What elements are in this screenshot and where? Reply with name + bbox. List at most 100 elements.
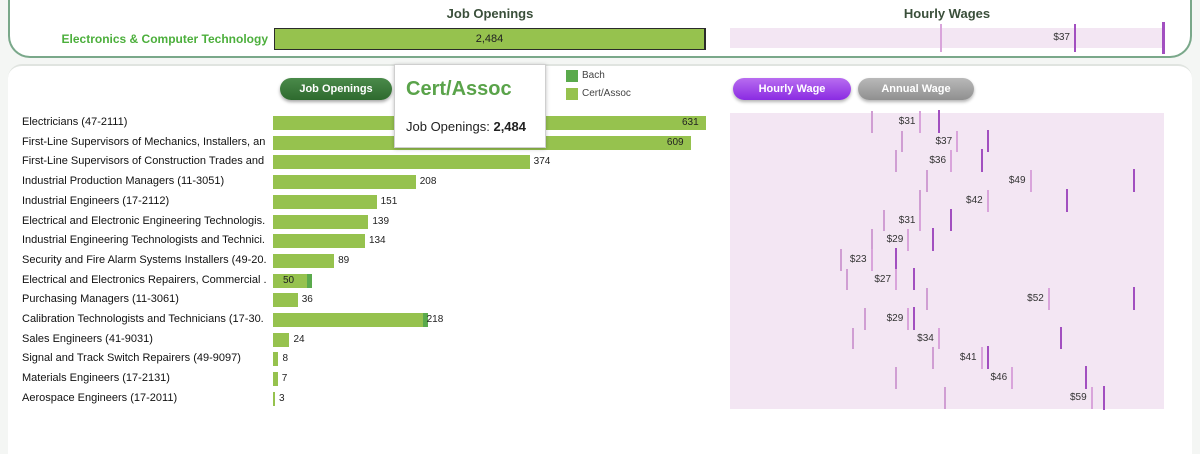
wage-median-tick xyxy=(870,249,873,271)
wage-median-tick xyxy=(1029,170,1032,192)
wage-median-tick xyxy=(937,328,940,350)
wage-median-tick xyxy=(1047,288,1050,310)
occupation-label: Purchasing Managers (11-3061) xyxy=(22,293,179,305)
summary-openings-value: 2,484 xyxy=(475,33,504,45)
summary-wage-label: $37 xyxy=(1053,32,1070,43)
openings-bach-bar[interactable] xyxy=(307,274,313,288)
openings-bar[interactable] xyxy=(273,155,530,169)
job-openings-header: Job Openings xyxy=(446,6,534,21)
legend-bach-label: Bach xyxy=(582,70,605,81)
wage-low-tick xyxy=(925,288,928,310)
openings-value-label: 609 xyxy=(666,137,684,148)
openings-bar[interactable] xyxy=(273,195,377,209)
wage-track xyxy=(730,231,1164,251)
wage-median-label: $31 xyxy=(898,116,916,127)
summary-wage-high-tick xyxy=(1162,22,1165,54)
occupation-label: Industrial Engineers (17-2112) xyxy=(22,195,170,207)
wage-median-tick xyxy=(907,229,910,251)
wage-low-tick xyxy=(931,347,934,369)
occupation-label: Industrial Production Managers (11-3051) xyxy=(22,175,225,187)
openings-bar[interactable] xyxy=(273,274,308,288)
occupation-label: Electricians (47-2111) xyxy=(22,116,128,128)
wage-median-label: $59 xyxy=(1069,392,1087,403)
occupation-label: Security and Fire Alarm Systems Installe… xyxy=(22,254,267,266)
job-openings-button[interactable]: Job Openings xyxy=(280,78,392,100)
openings-bar[interactable] xyxy=(273,254,335,268)
occupation-label: Industrial Engineering Technologists and… xyxy=(22,234,265,246)
occupation-label: Electrical and Electronics Repairers, Co… xyxy=(22,274,267,286)
wage-low-tick xyxy=(870,111,873,133)
openings-bar[interactable] xyxy=(273,215,369,229)
tooltip-body: Job Openings: 2,484 xyxy=(406,119,526,134)
wage-high-tick xyxy=(980,149,983,173)
wage-track xyxy=(730,212,1164,232)
wage-high-tick xyxy=(895,248,898,272)
wage-median-label: $36 xyxy=(929,155,947,166)
wage-high-tick xyxy=(1133,169,1136,193)
wage-low-tick xyxy=(864,308,867,330)
hourly-wage-button[interactable]: Hourly Wage xyxy=(733,78,851,100)
summary-openings-bar[interactable]: 2,484 xyxy=(274,28,706,50)
wage-low-tick xyxy=(852,328,855,350)
wage-track xyxy=(730,389,1164,409)
wage-median-tick xyxy=(919,111,922,133)
wage-high-tick xyxy=(986,130,989,154)
annual-wage-button[interactable]: Annual Wage xyxy=(858,78,974,100)
occupation-label: Electrical and Electronic Engineering Te… xyxy=(22,215,266,227)
wage-track xyxy=(730,330,1164,350)
wage-high-tick xyxy=(913,268,916,292)
wage-track xyxy=(730,290,1164,310)
wage-high-tick xyxy=(1102,386,1105,410)
openings-bar[interactable] xyxy=(273,234,365,248)
wage-median-tick xyxy=(1011,367,1014,389)
summary-wage-low-tick xyxy=(940,24,942,52)
wage-high-tick xyxy=(937,110,940,134)
wage-track xyxy=(730,349,1164,369)
openings-bar[interactable] xyxy=(273,313,423,327)
wage-median-label: $29 xyxy=(886,234,904,245)
occupation-label: Aerospace Engineers (17-2011) xyxy=(22,392,178,404)
openings-bar[interactable] xyxy=(273,392,276,406)
wage-track xyxy=(730,172,1164,192)
openings-value-label: 50 xyxy=(283,275,295,286)
hourly-wages-header: Hourly Wages xyxy=(903,6,991,21)
wage-track xyxy=(730,192,1164,212)
wage-low-tick xyxy=(943,387,946,409)
wage-median-label: $52 xyxy=(1027,293,1044,304)
wage-high-tick xyxy=(1133,287,1136,311)
openings-bar[interactable] xyxy=(273,175,416,189)
wage-median-tick xyxy=(986,190,989,212)
wage-low-tick xyxy=(840,249,843,271)
occupation-label: First-Line Supervisors of Mechanics, Ins… xyxy=(22,136,266,148)
wage-median-tick xyxy=(956,131,959,153)
openings-value-label: 3 xyxy=(279,393,285,404)
openings-value-label: 36 xyxy=(301,294,313,305)
openings-bach-bar[interactable] xyxy=(422,313,428,327)
wage-track xyxy=(730,133,1164,153)
wage-median-label: $41 xyxy=(959,352,977,363)
openings-value-label: 374 xyxy=(533,156,551,167)
openings-value-label: 208 xyxy=(419,176,437,187)
wage-track xyxy=(730,152,1164,172)
openings-value-label: 134 xyxy=(368,235,386,246)
tooltip-value: 2,484 xyxy=(493,119,527,134)
wage-high-tick xyxy=(1060,327,1063,351)
wage-high-tick xyxy=(1084,366,1087,390)
occupation-label: Materials Engineers (17-2131) xyxy=(22,372,170,384)
wage-high-tick xyxy=(913,307,916,331)
occupation-label: Sales Engineers (41-9031) xyxy=(22,333,153,345)
openings-bar[interactable] xyxy=(273,372,278,386)
openings-bar[interactable] xyxy=(273,352,279,366)
wage-median-tick xyxy=(1090,387,1093,409)
openings-bar[interactable] xyxy=(273,333,290,347)
wage-low-tick xyxy=(919,190,922,212)
summary-wage-track xyxy=(730,28,1164,48)
wage-high-tick xyxy=(950,209,953,233)
wage-median-label: $34 xyxy=(917,333,934,344)
openings-bar[interactable] xyxy=(273,293,298,307)
hover-tooltip: Cert/Assoc Job Openings: 2,484 xyxy=(394,64,546,148)
tooltip-title: Cert/Assoc xyxy=(406,78,512,100)
wage-median-label: $23 xyxy=(849,254,867,265)
wage-track xyxy=(730,251,1164,271)
wage-median-tick xyxy=(950,150,953,172)
